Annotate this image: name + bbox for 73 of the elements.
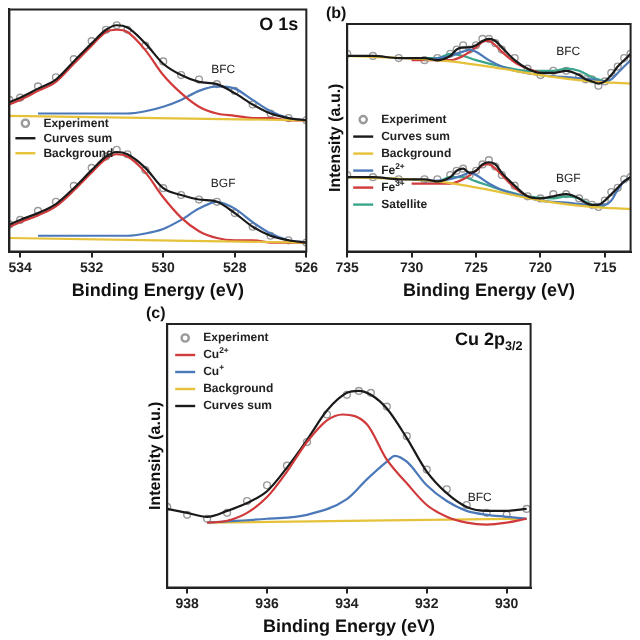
point	[600, 196, 609, 205]
point	[562, 190, 571, 199]
point	[230, 86, 239, 95]
point	[620, 175, 629, 184]
point	[284, 113, 293, 123]
point	[462, 500, 471, 510]
point	[510, 181, 519, 190]
point	[613, 183, 622, 192]
point	[183, 510, 192, 519]
point	[478, 34, 487, 43]
point	[322, 410, 332, 419]
point	[248, 222, 257, 231]
point	[574, 194, 584, 203]
point	[212, 80, 221, 89]
point	[302, 437, 312, 447]
point	[587, 200, 597, 209]
point	[262, 481, 272, 490]
point	[620, 53, 629, 63]
point	[342, 390, 351, 399]
point	[484, 34, 493, 43]
point	[159, 57, 168, 66]
point	[354, 386, 363, 395]
point	[497, 45, 506, 54]
point	[266, 231, 275, 240]
point	[478, 160, 487, 169]
point	[471, 166, 481, 175]
point	[497, 170, 506, 180]
point	[248, 100, 257, 109]
point	[242, 496, 252, 506]
point	[177, 190, 186, 200]
point	[562, 66, 571, 75]
y-axis-title: Intensity (a.u.)	[326, 82, 345, 193]
point	[420, 56, 429, 65]
chart-title: O 1s	[259, 14, 299, 35]
point	[194, 75, 204, 84]
point	[123, 25, 132, 34]
text: (c)	[146, 304, 167, 323]
point	[177, 70, 186, 80]
point	[230, 209, 239, 218]
x-axis-title: Binding Energy (eV)	[262, 616, 435, 637]
point	[452, 45, 461, 54]
point	[368, 173, 378, 182]
point	[607, 68, 616, 78]
point	[491, 39, 500, 48]
text: (b)	[326, 4, 348, 23]
point	[194, 195, 204, 204]
point	[101, 25, 111, 34]
point	[141, 166, 150, 175]
point	[368, 51, 378, 61]
point	[465, 45, 474, 54]
point	[607, 187, 616, 197]
x-axis-title: Binding Energy (eV)	[402, 280, 575, 301]
point	[382, 402, 391, 411]
point	[402, 432, 411, 441]
point	[366, 388, 375, 397]
point	[159, 184, 168, 193]
point	[394, 53, 403, 63]
point	[459, 41, 468, 50]
point	[613, 62, 622, 71]
point	[471, 41, 481, 50]
point	[459, 164, 468, 173]
point	[549, 66, 558, 75]
point	[112, 21, 121, 30]
x-axis-title: Binding Energy (eV)	[71, 280, 244, 301]
y-axis-title: Intensity (a.u.)	[146, 400, 165, 511]
point	[212, 197, 221, 206]
point	[522, 504, 531, 514]
point	[422, 465, 431, 474]
point	[452, 166, 461, 175]
point	[482, 508, 491, 517]
point	[203, 514, 212, 523]
point	[491, 162, 500, 171]
point	[223, 508, 232, 517]
